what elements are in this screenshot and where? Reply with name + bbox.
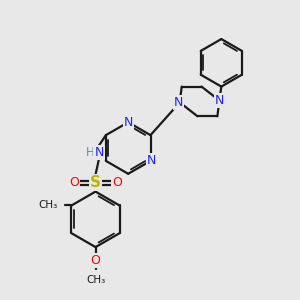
Text: S: S bbox=[90, 175, 101, 190]
Text: N: N bbox=[124, 116, 133, 129]
Text: N: N bbox=[215, 94, 224, 107]
Text: H: H bbox=[86, 146, 94, 160]
Text: O: O bbox=[91, 254, 100, 268]
Text: O: O bbox=[69, 176, 79, 189]
Text: CH₃: CH₃ bbox=[38, 200, 58, 211]
Text: CH₃: CH₃ bbox=[86, 275, 105, 285]
Text: N: N bbox=[94, 146, 104, 160]
Text: N: N bbox=[174, 96, 183, 109]
Text: N: N bbox=[147, 154, 156, 167]
Text: O: O bbox=[112, 176, 122, 189]
